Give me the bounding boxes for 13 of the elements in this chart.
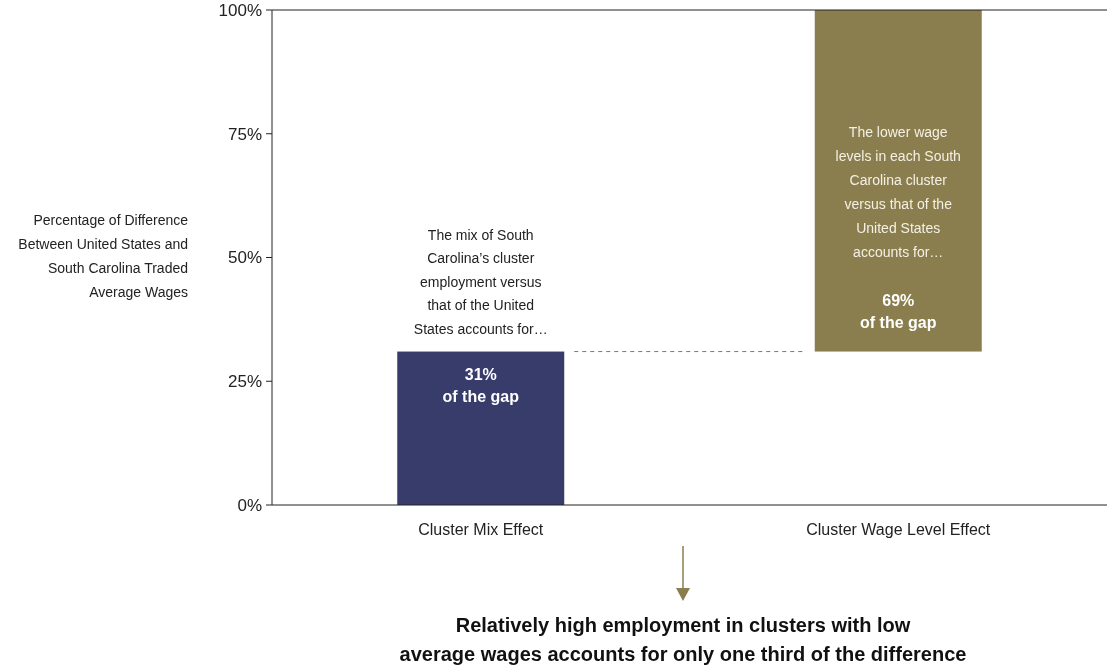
y-tick-label: 100% [218, 0, 262, 20]
y-axis-title: Percentage of Difference Between United States and South Carolina Traded Average Wages [18, 212, 189, 300]
x-tick-label: Cluster Wage Level Effect [806, 521, 991, 538]
x-tick-label: Cluster Mix Effect [418, 521, 544, 538]
y-tick-label: 50% [227, 248, 262, 268]
text: Relatively high employment in clusters with low average wages accounts for only one third of the difference [399, 614, 967, 665]
annotation: The mix of South Carolina’s cluster employment versus that of the United States accounts for… [413, 226, 548, 337]
data-label: 31% of the gap [442, 365, 520, 405]
y-tick-label: 0% [237, 495, 262, 515]
annotation: The lower wage levels in each South Carolina cluster versus that of the United States accounts for… [835, 124, 961, 260]
data-label: 69% of the gap [860, 291, 937, 331]
y-tick-label: 25% [227, 372, 262, 392]
y-tick-label: 75% [227, 124, 262, 144]
